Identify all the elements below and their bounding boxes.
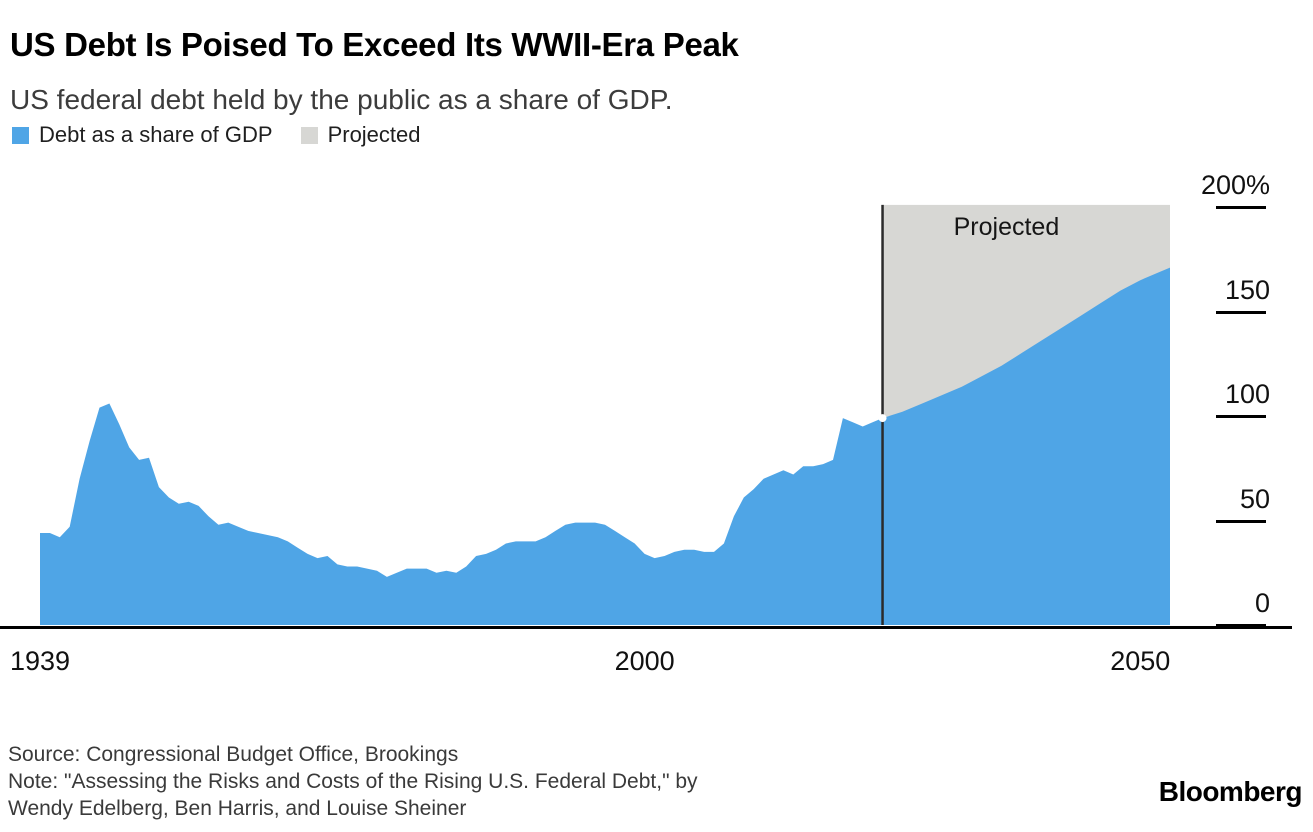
legend-swatch-projected-icon — [300, 126, 318, 144]
legend-label-debt: Debt as a share of GDP — [39, 122, 273, 147]
x-axis-label: 2000 — [614, 646, 675, 676]
chart-title: US Debt Is Poised To Exceed Its WWII-Era… — [10, 26, 739, 64]
debt-area-chart — [40, 204, 1170, 625]
y-axis-tick — [1216, 624, 1266, 627]
y-axis-label: 100 — [1224, 379, 1270, 409]
source-text: Source: Congressional Budget Office, Bro… — [8, 743, 459, 766]
bloomberg-logo: Bloomberg — [1158, 776, 1303, 807]
chart-subtitle: US federal debt held by the public as a … — [10, 84, 673, 115]
x-axis-label: 2050 — [1110, 646, 1171, 676]
x-axis-label: 1939 — [9, 646, 71, 676]
y-axis-tick — [1216, 519, 1266, 523]
y-axis-tick — [1216, 206, 1266, 209]
x-axis-line — [0, 626, 1292, 629]
legend: Debt as a share of GDP Projected — [12, 122, 421, 148]
legend-item-projected: Projected — [300, 122, 421, 148]
y-axis-label: 200% — [1200, 170, 1270, 200]
y-axis-label: 150 — [1224, 274, 1270, 305]
y-axis-tick — [1216, 415, 1266, 418]
y-axis-label: 50 — [1239, 483, 1270, 514]
legend-item-debt: Debt as a share of GDP — [12, 122, 273, 148]
note-text-line1: Note: "Assessing the Risks and Costs of … — [8, 770, 698, 793]
note-text-line2: Wendy Edelberg, Ben Harris, and Louise S… — [8, 797, 467, 820]
y-axis-label: 0 — [1254, 588, 1270, 618]
y-axis-tick — [1216, 310, 1266, 314]
legend-label-projected: Projected — [327, 122, 421, 147]
projected-annotation: Projected — [953, 212, 1060, 241]
legend-swatch-debt-icon — [12, 126, 29, 144]
